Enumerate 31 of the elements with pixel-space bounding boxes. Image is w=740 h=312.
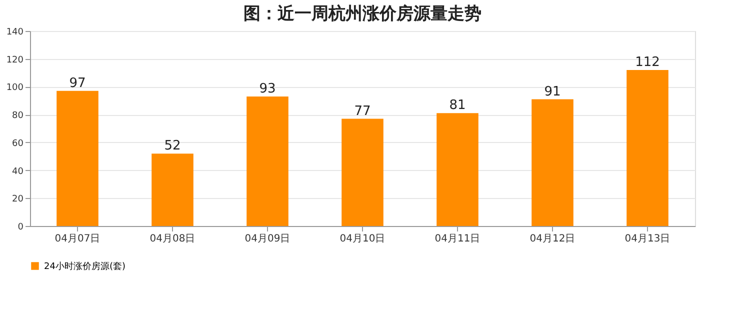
bar: [246, 96, 288, 226]
data-label: 81: [449, 98, 466, 114]
data-label: 97: [69, 76, 86, 91]
bar: [532, 99, 574, 226]
y-tick-label: 100: [6, 83, 24, 94]
y-tick-label: 80: [12, 111, 24, 122]
x-tick-label: 04月09日: [244, 234, 290, 244]
data-label: 112: [635, 55, 660, 70]
y-tick-label: 0: [18, 222, 24, 232]
x-tick-label: 04月11日: [434, 234, 480, 244]
data-label: 91: [544, 84, 561, 100]
x-tick-label: 04月12日: [530, 234, 576, 244]
bar: [152, 154, 194, 226]
y-tick-label: 120: [6, 55, 24, 66]
x-tick-label: 04月13日: [624, 234, 670, 244]
bar: [436, 113, 478, 226]
bar: [626, 70, 668, 226]
data-label: 93: [259, 81, 276, 96]
x-tick-label: 04月08日: [150, 234, 196, 244]
chart-title: 图：近一周杭州涨价房源量走势: [244, 4, 482, 24]
data-label: 52: [164, 138, 181, 154]
y-tick-label: 60: [12, 138, 24, 149]
y-tick-label: 20: [12, 194, 24, 205]
y-tick-label: 40: [12, 166, 24, 177]
bar: [56, 90, 98, 226]
legend-label: 24小时涨价房源(套): [44, 261, 126, 272]
bar: [342, 118, 384, 226]
data-label: 77: [354, 104, 371, 119]
y-tick-label: 140: [6, 28, 24, 38]
x-tick-label: 04月10日: [340, 234, 386, 244]
x-tick-label: 04月07日: [54, 234, 100, 244]
